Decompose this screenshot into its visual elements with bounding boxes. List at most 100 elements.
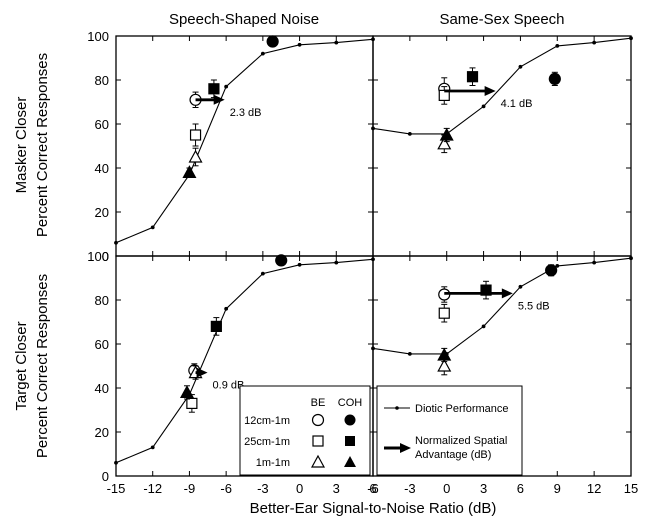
- diotic-point: [150, 445, 155, 450]
- advantage-label: 5.5 dB: [518, 300, 550, 312]
- diotic-point: [592, 40, 597, 45]
- advantage-label: 0.9 dB: [213, 380, 245, 392]
- diotic-point: [260, 51, 265, 56]
- diotic-point: [481, 104, 486, 109]
- diotic-point: [555, 44, 560, 48]
- x-tick-label: -9: [184, 481, 196, 496]
- row-label-top: Masker Closer: [13, 97, 30, 194]
- legend-row-12cm: 12cm-1m: [244, 415, 290, 427]
- y-axis-title-top: Percent Correct Responses: [34, 53, 51, 237]
- diotic-line: [372, 37, 632, 135]
- y-tick-label: 0: [102, 249, 109, 264]
- x-tick-label: -3: [404, 481, 416, 496]
- x-tick-label: 3: [333, 481, 340, 496]
- point-25cm-1m-coh: [480, 284, 492, 296]
- y-axis-title-bottom: Percent Correct Responses: [34, 274, 51, 458]
- advantage-label: 4.1 dB: [501, 98, 533, 110]
- diotic-line: [115, 38, 374, 244]
- legend-triangle-filled: [344, 456, 356, 467]
- y-tick-label: 80: [95, 293, 109, 308]
- x-tick-label: 9: [554, 481, 561, 496]
- x-tick-label: -15: [107, 481, 126, 496]
- legend-row-25cm: 25cm-1m: [244, 436, 290, 448]
- y-tick-label: 100: [87, 249, 109, 264]
- diotic-point: [407, 352, 412, 356]
- diotic-point: [150, 225, 155, 230]
- point-12cm-1m-coh: [548, 72, 561, 86]
- point-12cm-1m-coh: [275, 254, 288, 267]
- point-1m-1m-coh: [437, 347, 452, 361]
- y-tick-label: 100: [87, 29, 109, 44]
- advantage-label: 2.3 dB: [230, 107, 262, 119]
- point-1m-1m-coh: [179, 385, 194, 398]
- diotic-point: [555, 264, 560, 268]
- point-1m-1m-coh: [182, 165, 197, 178]
- x-tick-label: 6: [517, 481, 524, 496]
- legend-triangle-open: [310, 454, 326, 468]
- legend-diotic-dot: [395, 406, 399, 410]
- advantage-arrow-head: [213, 94, 225, 105]
- panel-top-left: 0 20 40 60 80 100 2.3 dB: [87, 29, 375, 264]
- y-tick-label: 40: [95, 161, 109, 176]
- diotic-point: [224, 84, 229, 89]
- panel-bottom-right: -6 -3 0 3 6 9 12 15 5.5 dB: [367, 255, 638, 496]
- x-tick-label: 0: [443, 481, 450, 496]
- diotic-point: [114, 240, 118, 245]
- advantage-arrow-head: [196, 367, 208, 378]
- legend-line-types: Diotic Performance Normalized Spatial Ad…: [376, 385, 523, 476]
- point-25cm-1m-coh: [208, 83, 220, 95]
- point-25cm-1m-be: [189, 129, 202, 141]
- diotic-point: [297, 262, 302, 267]
- column-title-left: Speech-Shaped Noise: [169, 11, 319, 28]
- point-1m-1m-coh: [439, 127, 454, 141]
- diotic-point: [518, 64, 523, 69]
- x-tick-label: -3: [257, 481, 269, 496]
- point-25cm-1m-be: [438, 307, 450, 319]
- diotic-line: [115, 258, 374, 464]
- panel-top-right: 4.1 dB: [371, 35, 633, 257]
- diotic-point: [224, 306, 229, 311]
- legend-circle-filled: [344, 414, 356, 426]
- column-title-right: Same-Sex Speech: [439, 11, 564, 28]
- diotic-point: [481, 324, 486, 329]
- x-tick-label: 3: [480, 481, 487, 496]
- legend-row-1m: 1m-1m: [256, 457, 290, 469]
- legend-diotic-label: Diotic Performance: [415, 403, 509, 415]
- point-1m-1m-be: [188, 149, 203, 163]
- panel-frame: [372, 255, 632, 477]
- diotic-point: [297, 42, 302, 47]
- panel-frame: [115, 35, 374, 257]
- diotic-point: [371, 126, 375, 131]
- legend-col-be: BE: [311, 397, 326, 409]
- y-tick-label: 20: [95, 425, 109, 440]
- x-tick-label: 12: [587, 481, 601, 496]
- diotic-point: [334, 40, 339, 45]
- y-tick-label: 60: [95, 337, 109, 352]
- x-tick-label: 15: [624, 481, 638, 496]
- diotic-point: [407, 132, 412, 136]
- advantage-arrow-head: [484, 86, 496, 96]
- y-tick-label: 40: [95, 381, 109, 396]
- x-tick-label: -6: [220, 481, 232, 496]
- x-tick-label: 6: [369, 481, 376, 496]
- diotic-point: [592, 260, 597, 265]
- point-25cm-1m-coh: [466, 71, 479, 83]
- y-tick-label: 20: [95, 205, 109, 220]
- advantage-arrow-head: [501, 288, 513, 299]
- legend-col-coh: COH: [338, 397, 363, 409]
- legend-arrow-head: [400, 443, 411, 453]
- row-label-bottom: Target Closer: [13, 321, 30, 410]
- legend-square-open: [312, 435, 324, 447]
- point-1m-1m-be: [437, 136, 452, 150]
- point-25cm-1m-coh: [210, 320, 222, 332]
- point-12cm-1m-coh: [545, 264, 558, 277]
- y-tick-label: 60: [95, 117, 109, 132]
- legend-square-filled: [345, 436, 355, 446]
- diotic-point: [260, 271, 265, 276]
- y-tick-label: 80: [95, 73, 109, 88]
- point-1m-1m-be: [437, 358, 452, 372]
- panel-frame: [372, 35, 632, 257]
- diotic-point: [518, 284, 523, 289]
